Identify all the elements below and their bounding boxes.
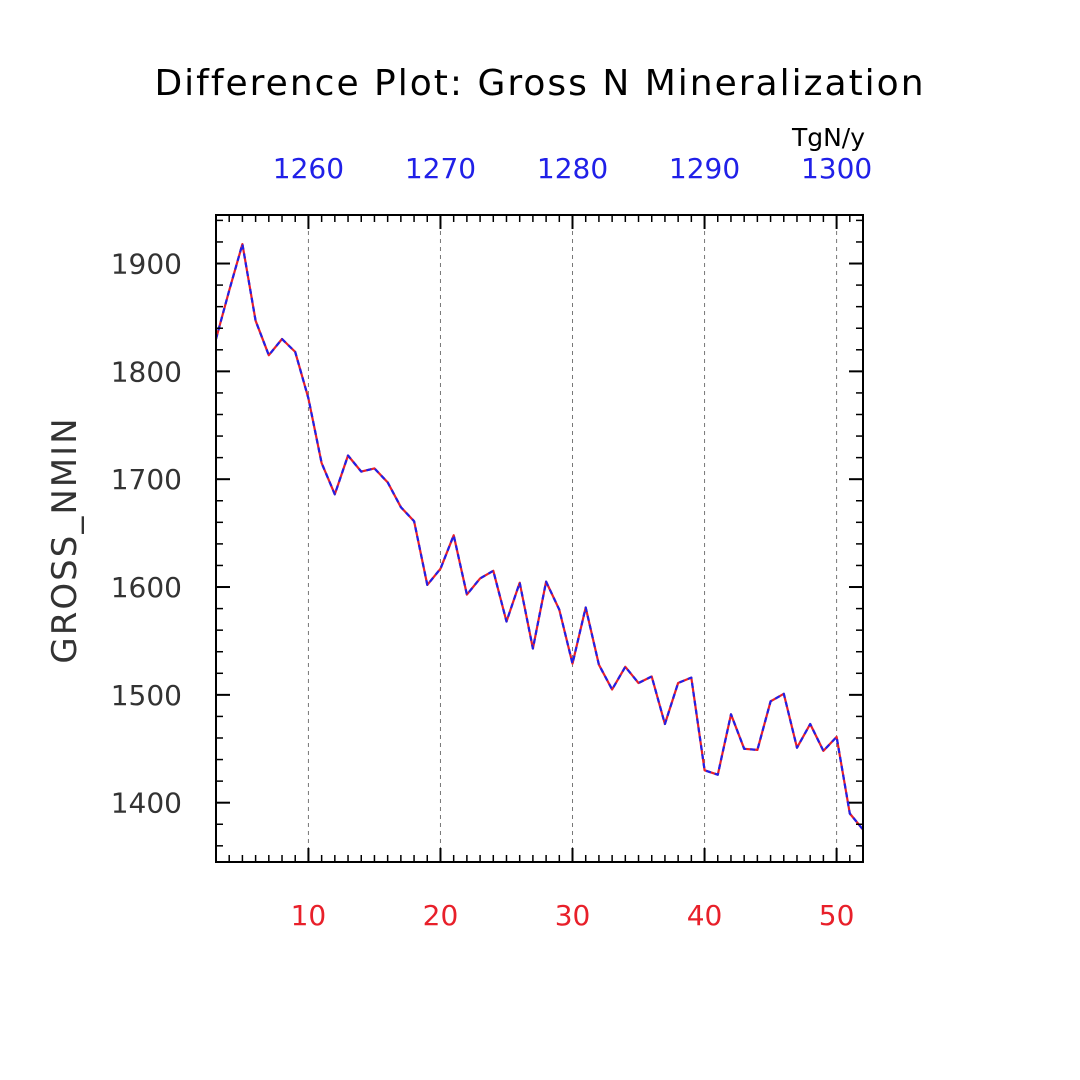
y-tick-label-1600: 1600 [111,571,182,604]
y-tick-label-1400: 1400 [111,787,182,820]
x-tick-label-20: 20 [423,899,459,932]
x-top-tick-label-1260: 1260 [273,152,344,185]
y-tick-label-1800: 1800 [111,355,182,388]
x-top-tick-label-1300: 1300 [801,152,872,185]
chart-title: Difference Plot: Gross N Mineralization [154,63,925,104]
y-tick-label-1500: 1500 [111,679,182,712]
axes [215,214,864,863]
y-axis-label: GROSS_NMIN [45,416,85,663]
y-tick-label-1700: 1700 [111,463,182,496]
x-tick-label-10: 10 [291,899,327,932]
units-label: TgN/y [791,123,865,152]
tick-labels: 10 20 30 40 50 1260 1270 1280 1290 1300 1400 1500 16… [111,152,872,932]
gridlines [307,215,838,862]
x-top-tick-label-1280: 1280 [537,152,608,185]
series-line-1 [214,243,864,831]
x-tick-label-50: 50 [819,899,855,932]
x-top-tick-label-1290: 1290 [669,152,740,185]
y-tick-label-1900: 1900 [111,248,182,281]
series-line-2 [214,243,864,831]
plot-frame [215,214,864,863]
x-top-tick-label-1270: 1270 [405,152,476,185]
series-layer [214,243,864,831]
x-tick-label-30: 30 [555,899,591,932]
x-tick-label-40: 40 [687,899,723,932]
